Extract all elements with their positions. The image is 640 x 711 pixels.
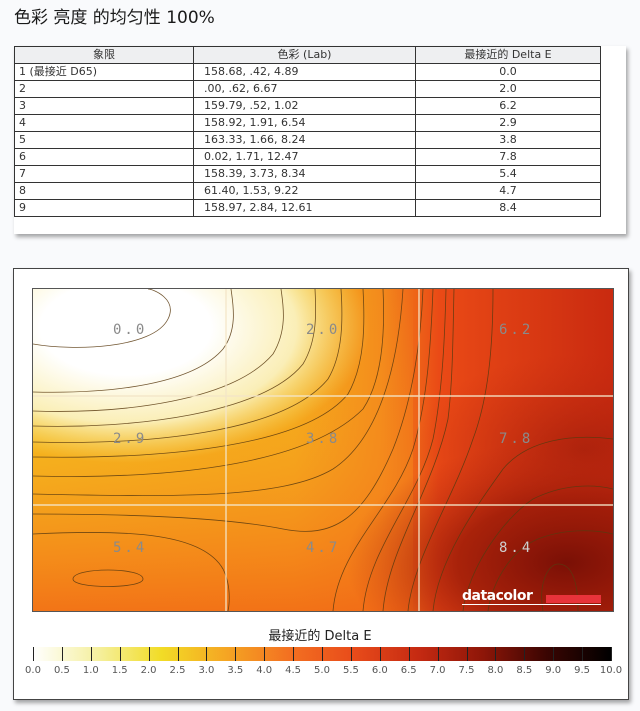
lab-cell: 61.40, 1.53, 9.22 <box>193 182 416 200</box>
colorbar-tick-label: 9.0 <box>545 665 562 676</box>
logo-accent-bar <box>546 595 601 603</box>
heatmap-cell-label: 6.2 <box>499 322 534 338</box>
colorbar-tick-label: 3.5 <box>227 665 244 676</box>
colorbar-title: 最接近的 Delta E <box>268 629 372 644</box>
delta-e-cell: 3.8 <box>415 131 601 149</box>
heatmap-svg <box>33 289 613 611</box>
colorbar-tick-label: 8.0 <box>487 665 504 676</box>
table-header-row: 象限 色彩 (Lab) 最接近的 Delta E <box>14 46 601 64</box>
table-row: 9 158.97, 2.84, 12.61 8.4 <box>14 199 601 217</box>
table-row: 7 158.39, 3.73, 8.34 5.4 <box>14 165 601 183</box>
colorbar-tick-label: 0.5 <box>53 665 70 676</box>
colorbar-tick <box>553 647 555 661</box>
table-row: 5 163.33, 1.66, 8.24 3.8 <box>14 131 601 149</box>
quadrant-cell: 3 <box>14 97 194 115</box>
colorbar-tick-label: 6.5 <box>400 665 417 676</box>
lab-cell: 158.68, .42, 4.89 <box>193 63 416 81</box>
colorbar-tick-label: 3.0 <box>198 665 215 676</box>
delta-e-cell: 5.4 <box>415 165 601 183</box>
quadrant-cell: 9 <box>14 199 194 217</box>
colorbar-tick-label: 5.0 <box>314 665 330 676</box>
colorbar-tick-label: 2.5 <box>169 665 186 676</box>
logo-underline <box>462 604 601 605</box>
colorbar-tick-label: 2.0 <box>140 665 157 676</box>
colorbar-tick-label: 7.0 <box>429 665 446 676</box>
heatmap-cell-label: 5.4 <box>113 540 148 556</box>
colorbar-tick-label: 4.5 <box>285 665 302 676</box>
heatmap-cell-label: 8.4 <box>499 540 534 556</box>
colorbar-tick <box>293 647 295 661</box>
quadrant-table: 象限 色彩 (Lab) 最接近的 Delta E 1 (最接近 D65) 158.… <box>14 46 601 217</box>
lab-cell: 158.97, 2.84, 12.61 <box>193 199 416 217</box>
colorbar-tick <box>379 647 381 661</box>
heatmap-cell-label: 2.0 <box>306 322 341 338</box>
colorbar-tick <box>437 647 439 661</box>
colorbar-tick <box>408 647 410 661</box>
colorbar-tick <box>61 647 63 661</box>
colorbar-tick <box>90 647 92 661</box>
colorbar-tick <box>466 647 468 661</box>
heatmap-cell-label: 7.8 <box>499 431 534 447</box>
lab-cell: 158.39, 3.73, 8.34 <box>193 165 416 183</box>
page-title: 色彩 亮度 的均匀性 100% <box>14 8 215 28</box>
quadrant-cell: 7 <box>14 165 194 183</box>
colorbar-tick <box>611 647 612 661</box>
colorbar-tick-label: 1.0 <box>82 665 99 676</box>
uniformity-heatmap <box>32 288 614 612</box>
delta-e-cell: 0.0 <box>415 63 601 81</box>
quadrant-cell: 2 <box>14 80 194 98</box>
table-row: 6 0.02, 1.71, 12.47 7.8 <box>14 148 601 166</box>
header-lab: 色彩 (Lab) <box>193 46 416 64</box>
delta-e-cell: 2.9 <box>415 114 601 132</box>
quadrant-cell: 1 (最接近 D65) <box>14 63 194 81</box>
colorbar-tick <box>322 647 323 661</box>
delta-e-cell: 8.4 <box>415 199 601 217</box>
colorbar-tick <box>582 647 584 661</box>
header-delta-e: 最接近的 Delta E <box>415 46 601 64</box>
colorbar-tick <box>524 647 526 661</box>
colorbar-tick-label: 1.5 <box>111 665 128 676</box>
lab-cell: 158.92, 1.91, 6.54 <box>193 114 416 132</box>
colorbar-tick <box>33 647 34 661</box>
table-row: 3 159.79, .52, 1.02 6.2 <box>14 97 601 115</box>
colorbar-tick <box>495 647 497 661</box>
colorbar-tick <box>235 647 237 661</box>
quadrant-cell: 8 <box>14 182 194 200</box>
colorbar-tick <box>148 647 150 661</box>
colorbar-tick-label: 6.0 <box>371 665 388 676</box>
heatmap-cell-label: 3.8 <box>306 431 341 447</box>
colorbar-tick <box>264 647 266 661</box>
colorbar-tick <box>177 647 179 661</box>
delta-e-cell: 7.8 <box>415 148 601 166</box>
quadrant-cell: 5 <box>14 131 194 149</box>
delta-e-cell: 6.2 <box>415 97 601 115</box>
table-row: 2 .00, .62, 6.67 2.0 <box>14 80 601 98</box>
colorbar-tick-label: 5.5 <box>342 665 359 676</box>
table-row: 1 (最接近 D65) 158.68, .42, 4.89 0.0 <box>14 63 601 81</box>
table-row: 4 158.92, 1.91, 6.54 2.9 <box>14 114 601 132</box>
lab-cell: 159.79, .52, 1.02 <box>193 97 416 115</box>
colorbar-tick-label: 10.0 <box>599 665 623 676</box>
colorbar-tick-label: 7.5 <box>458 665 475 676</box>
colorbar-tick-label: 0.0 <box>25 665 41 676</box>
delta-e-cell: 2.0 <box>415 80 601 98</box>
lab-cell: .00, .62, 6.67 <box>193 80 416 98</box>
quadrant-cell: 6 <box>14 148 194 166</box>
heatmap-cell-label: 2.9 <box>113 431 148 447</box>
lab-cell: 163.33, 1.66, 8.24 <box>193 131 416 149</box>
heatmap-cell-label: 4.7 <box>306 540 341 556</box>
colorbar-tick-label: 8.5 <box>516 665 533 676</box>
colorbar-tick-label: 9.5 <box>574 665 591 676</box>
header-quadrant: 象限 <box>14 46 194 64</box>
colorbar-tick-label: 4.0 <box>256 665 273 676</box>
lab-cell: 0.02, 1.71, 12.47 <box>193 148 416 166</box>
heatmap-cell-label: 0.0 <box>113 322 148 338</box>
colorbar-tick <box>350 647 352 661</box>
delta-e-cell: 4.7 <box>415 182 601 200</box>
datacolor-logo: datacolor <box>462 588 533 604</box>
table-row: 8 61.40, 1.53, 9.22 4.7 <box>14 182 601 200</box>
quadrant-cell: 4 <box>14 114 194 132</box>
colorbar-tick <box>119 647 121 661</box>
colorbar-tick <box>206 647 208 661</box>
